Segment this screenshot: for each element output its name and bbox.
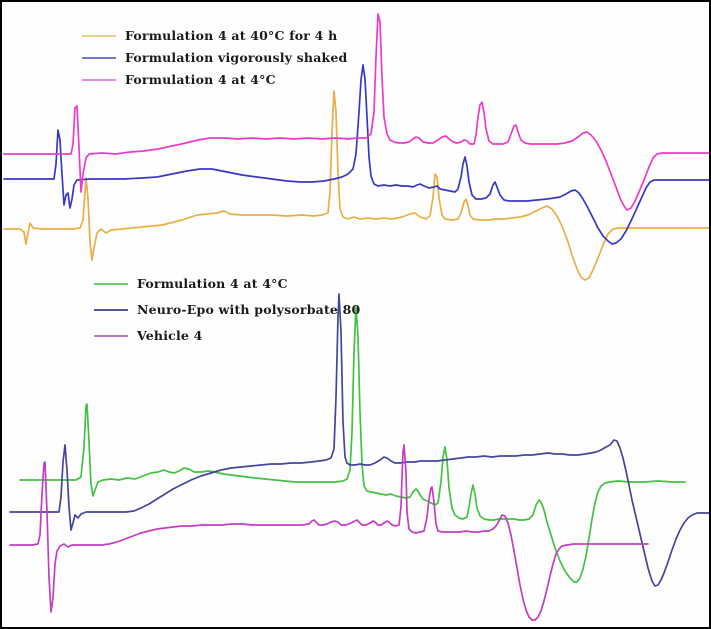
trace-vehicle-4 bbox=[9, 444, 649, 621]
trace-formulation-shaked bbox=[3, 64, 709, 245]
legend-swatch-magenta-icon bbox=[82, 78, 116, 81]
legend-item-formulation-4-4c: Formulation 4 at 4°C bbox=[82, 72, 347, 87]
legend-swatch-orange-icon bbox=[82, 34, 116, 37]
legend-label: Neuro-Epo with polysorbate 80 bbox=[137, 302, 361, 317]
legend-item-neuro-epo-ps80: Neuro-Epo with polysorbate 80 bbox=[94, 302, 360, 317]
trace-formulation-4-40c-4h bbox=[3, 90, 709, 281]
trace-formulation-4-4c bbox=[3, 13, 709, 211]
trace-formulation-4-4c-b bbox=[19, 306, 686, 583]
legend-label: Vehicle 4 bbox=[137, 328, 203, 343]
legend-swatch-purple-icon bbox=[94, 334, 128, 337]
legend-label: Formulation 4 at 4°C bbox=[125, 72, 276, 87]
trace-neuro-epo-ps80 bbox=[9, 293, 709, 587]
legend-item-formulation-4-40c-4h: Formulation 4 at 40°C for 4 h bbox=[82, 28, 347, 43]
legend-swatch-green-icon bbox=[94, 282, 128, 285]
legend-item-vehicle-4: Vehicle 4 bbox=[94, 328, 360, 343]
legend-swatch-blue-icon bbox=[82, 56, 116, 59]
legend-label: Formulation vigorously shaked bbox=[125, 50, 348, 65]
legend-item-formulation-shaked: Formulation vigorously shaked bbox=[82, 50, 347, 65]
legend-label: Formulation 4 at 4°C bbox=[137, 276, 288, 291]
bottom-panel-legend: Formulation 4 at 4°C Neuro-Epo with poly… bbox=[94, 276, 360, 343]
legend-label: Formulation 4 at 40°C for 4 h bbox=[125, 28, 338, 43]
legend-item-formulation-4-4c-bottom: Formulation 4 at 4°C bbox=[94, 276, 360, 291]
top-panel-legend: Formulation 4 at 40°C for 4 h Formulatio… bbox=[82, 28, 347, 87]
legend-swatch-navy-icon bbox=[94, 308, 128, 311]
